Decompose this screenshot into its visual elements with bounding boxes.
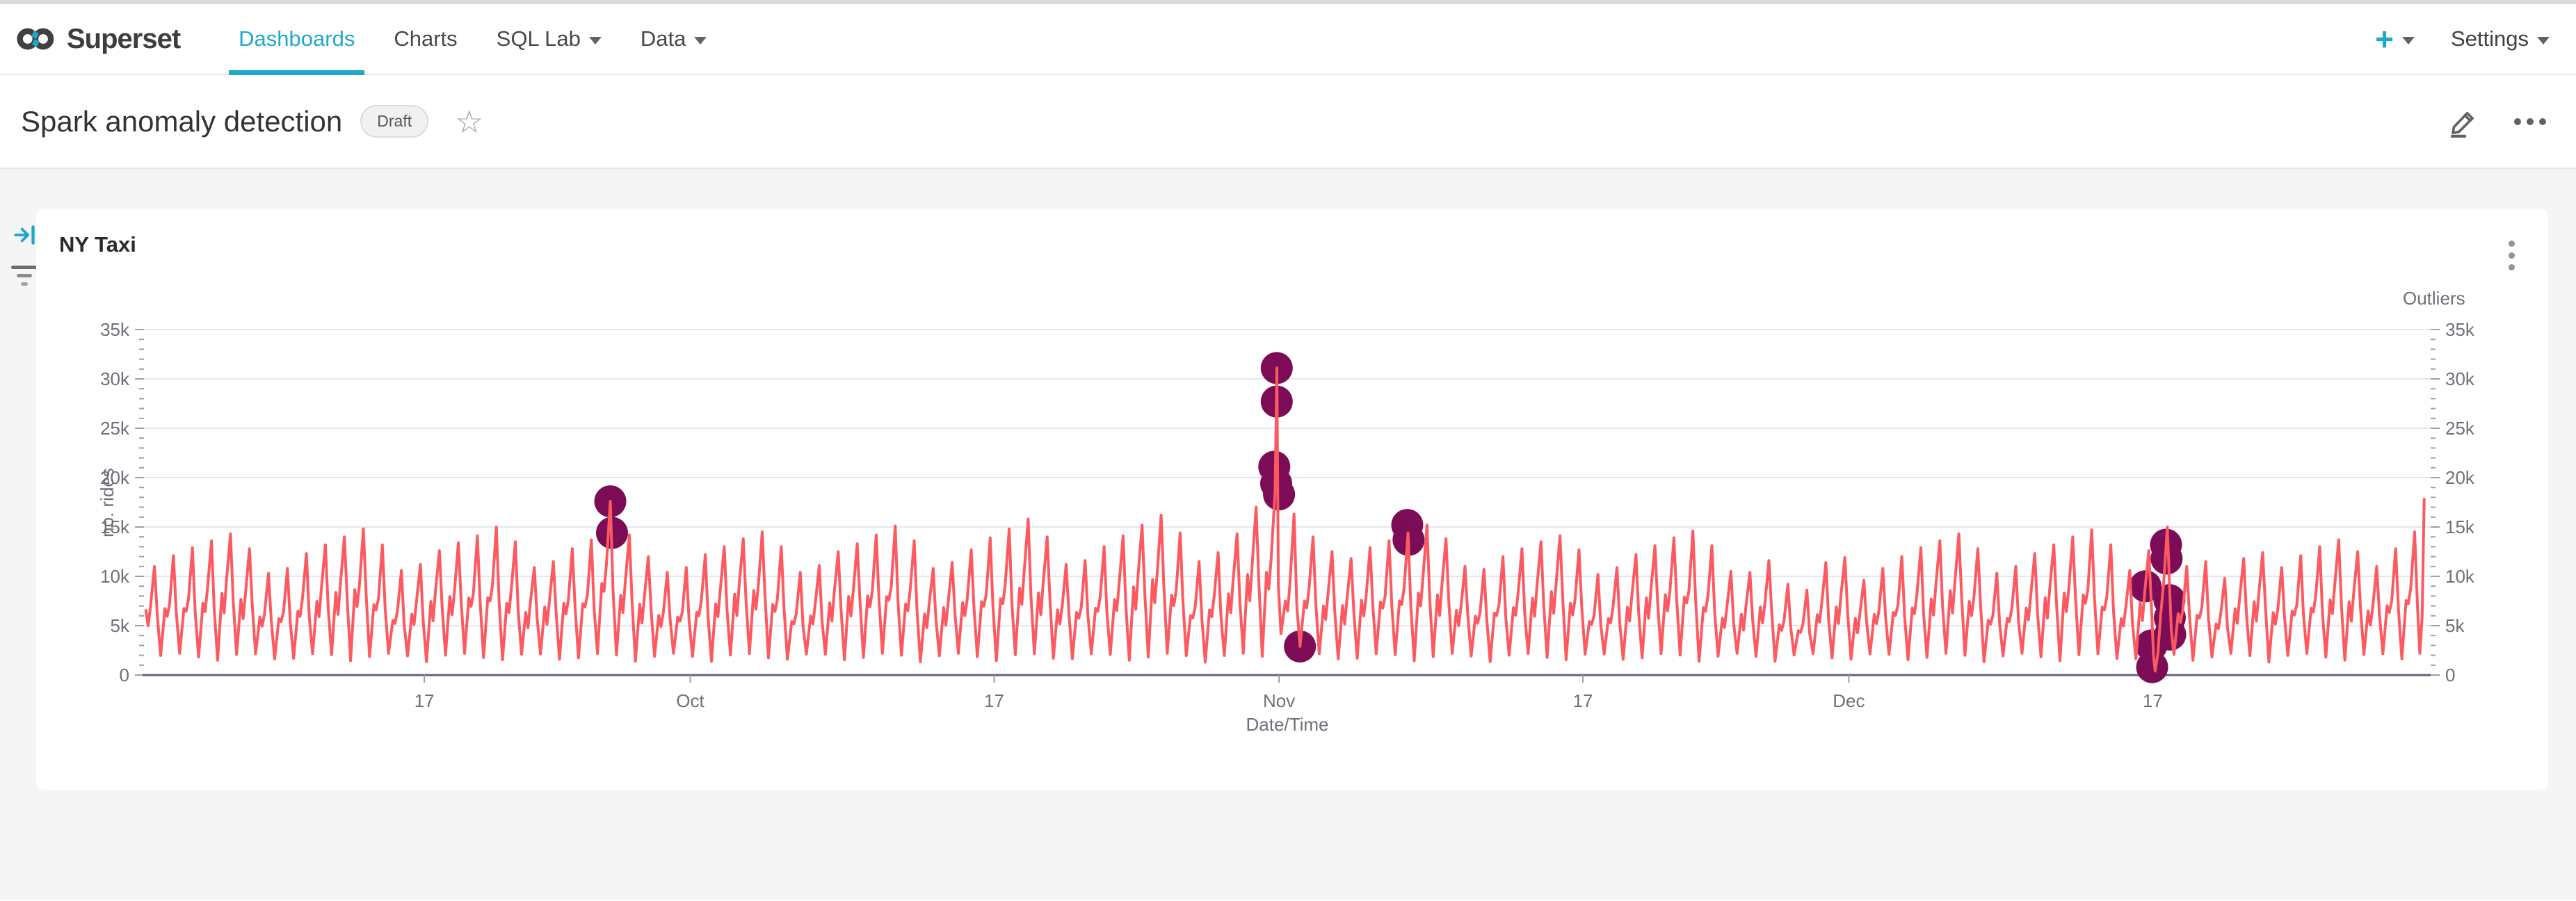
nav-item-label: Charts xyxy=(394,26,458,51)
caret-down-icon xyxy=(588,36,602,44)
x-axis-tick-label: 17 xyxy=(1573,690,1593,711)
expand-filter-bar-button[interactable] xyxy=(13,222,39,252)
nav-item-data[interactable]: Data xyxy=(621,4,726,74)
y-axis-right-tick-label: 0 xyxy=(2445,665,2455,685)
y-axis-right-tick-label: 25k xyxy=(2445,418,2475,439)
y-axis-right-tick-label: 10k xyxy=(2445,566,2475,587)
x-axis-tick-label: 17 xyxy=(2143,690,2163,711)
y-axis-left-tick-label: 10k xyxy=(100,566,130,587)
y-axis-left-tick-label: 5k xyxy=(111,615,130,636)
y-axis-left-tick-label: 20k xyxy=(100,467,130,488)
rides-line-series xyxy=(144,366,2426,673)
x-axis-tick-label: Nov xyxy=(1263,690,1295,711)
superset-brand[interactable]: Superset xyxy=(15,23,181,55)
caret-down-icon xyxy=(2537,36,2550,44)
y-axis-left-tick-label: 25k xyxy=(100,418,130,439)
plus-icon: + xyxy=(2375,21,2394,57)
chart-card-ny-taxi: NY Taxi 0 0 5k 5k 10k 10k 15k 15k 20k 20k 25k 25k 30… xyxy=(36,209,2548,790)
nav-item-label: SQL Lab xyxy=(496,26,581,51)
caret-down-icon xyxy=(2401,36,2415,44)
dashboard-body: NY Taxi 0 0 5k 5k 10k 10k 15k 15k 20k 20k 25k 25k 30… xyxy=(0,169,2576,900)
settings-label: Settings xyxy=(2450,26,2529,51)
outlier-point xyxy=(2136,651,2168,683)
nav-item-label: Dashboards xyxy=(239,26,355,51)
x-axis-tick-label: Oct xyxy=(676,690,705,711)
dashboard-header: Spark anomaly detection Draft ☆ xyxy=(0,75,2576,169)
chart-canvas[interactable]: 0 0 5k 5k 10k 10k 15k 15k 20k 20k 25k 25k 30k 30k 35k 3… xyxy=(36,209,2548,790)
y-axis-right-tick-label: 20k xyxy=(2445,467,2475,488)
expand-right-icon xyxy=(14,225,35,245)
more-actions-button[interactable] xyxy=(2512,106,2548,138)
nav-item-label: Data xyxy=(640,26,686,51)
y-axis-left-tick-label: 30k xyxy=(100,368,130,389)
chart-title: NY Taxi xyxy=(59,232,136,257)
nav-links: Dashboards Charts SQL Lab Data xyxy=(219,4,726,75)
window-top-edge xyxy=(0,0,2576,4)
edit-dashboard-button[interactable] xyxy=(2448,106,2480,138)
y-axis-left-tick-label: 15k xyxy=(100,517,130,537)
y-axis-right-tick-label: 15k xyxy=(2445,517,2475,537)
x-axis-tick-label: 17 xyxy=(984,690,1004,711)
caret-down-icon xyxy=(694,36,707,44)
page-title: Spark anomaly detection xyxy=(21,104,343,138)
new-item-button[interactable]: + xyxy=(2375,23,2415,55)
y-axis-left-title: no. rides xyxy=(97,468,118,537)
settings-menu[interactable]: Settings xyxy=(2451,26,2550,51)
ellipsis-icon xyxy=(2514,117,2546,125)
x-axis-tick-label: Dec xyxy=(1833,690,1865,711)
top-navbar: Superset Dashboards Charts SQL Lab Data … xyxy=(0,4,2576,75)
x-axis-tick-label: 17 xyxy=(414,690,435,711)
nav-item-sql-lab[interactable]: SQL Lab xyxy=(477,4,621,74)
superset-logo-icon xyxy=(17,28,54,50)
y-axis-right-tick-label: 35k xyxy=(2445,319,2475,340)
pencil-icon xyxy=(2450,111,2474,138)
y-axis-right-title: Outliers xyxy=(2403,288,2465,309)
nav-right-controls: + Settings xyxy=(2375,23,2550,55)
active-tab-underline xyxy=(229,70,365,75)
chart-menu-kebab-icon[interactable] xyxy=(2504,236,2519,275)
nav-item-charts[interactable]: Charts xyxy=(374,4,476,74)
y-axis-right-tick-label: 5k xyxy=(2445,615,2465,636)
brand-name: Superset xyxy=(67,23,181,54)
y-axis-left-tick-label: 0 xyxy=(120,665,129,685)
favorite-star-icon[interactable]: ☆ xyxy=(455,103,484,140)
status-badge: Draft xyxy=(360,105,429,138)
header-actions xyxy=(2448,106,2548,138)
y-axis-right-tick-label: 30k xyxy=(2445,368,2475,389)
nav-item-dashboards[interactable]: Dashboards xyxy=(219,4,374,75)
x-axis-title: Date/Time xyxy=(1246,714,1329,735)
y-axis-left-tick-label: 35k xyxy=(100,319,130,340)
filter-lines-icon xyxy=(11,266,38,286)
filter-list-icon[interactable] xyxy=(9,263,40,292)
